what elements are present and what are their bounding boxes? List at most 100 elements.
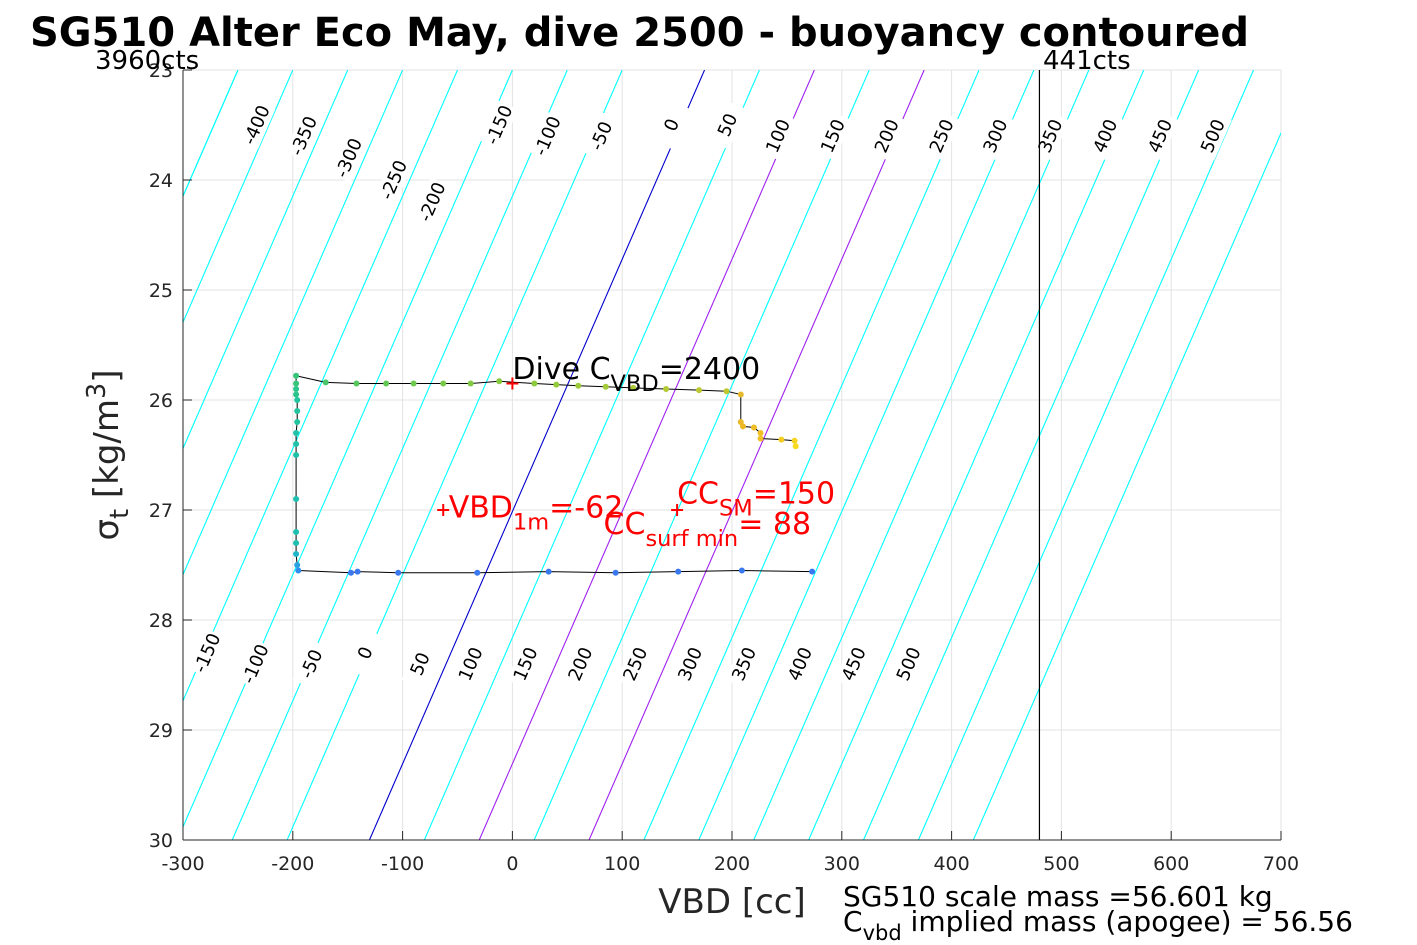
trace-point-6: [395, 569, 402, 576]
trace-point-18: [294, 419, 301, 425]
trace-point-46: [778, 436, 785, 443]
contour-6: [231, 70, 568, 840]
contour-12: [588, 70, 925, 840]
contour-label-upper-bg-4: [413, 177, 452, 227]
trace-point-3: [612, 569, 619, 576]
contour-label-upper-0: -400: [239, 102, 275, 148]
trace-point-34: [575, 382, 582, 389]
trace-point-36: [630, 384, 637, 391]
trace-point-10: [294, 562, 301, 568]
x-tick-label-5: 200: [714, 853, 750, 875]
trace-point-8: [347, 569, 354, 576]
y-label-close: ]: [87, 370, 127, 383]
trace-point-14: [293, 496, 300, 502]
contour-label-lower-bg-0: [188, 628, 227, 678]
trace-point-39: [723, 388, 730, 395]
contour-7: [286, 70, 623, 840]
contour-8: [368, 70, 706, 840]
trace-point-11: [293, 551, 300, 557]
footer-implied-mass: Cvbd implied mass (apogee) = 56.56: [843, 905, 1353, 945]
trace-point-30: [467, 380, 474, 387]
contour-label-lower-bg-12: [835, 639, 873, 689]
trace-point-19: [294, 408, 301, 414]
contour-label-upper-bg-2: [329, 133, 368, 183]
trace-point-44: [757, 430, 764, 436]
contour-label-lower-bg-8: [616, 639, 655, 689]
contour-3: [183, 70, 404, 576]
contour-label-lower-bg-2: [292, 639, 331, 689]
y-tick-label-5: 28: [149, 610, 173, 632]
trace-point-47: [791, 437, 798, 444]
contour-label-lower-bg-4: [401, 639, 440, 689]
chart-title: SG510 Alter Eco May, dive 2500 - buoyanc…: [30, 10, 1249, 56]
trace-point-21: [293, 391, 300, 398]
x-tick-label-4: 100: [604, 853, 640, 875]
y-label-base: σ: [87, 519, 127, 541]
trace-point-33: [553, 381, 560, 388]
y-tick-label-1: 24: [149, 170, 173, 192]
x-axis-label: VBD [cc]: [658, 882, 806, 922]
contour-1: [183, 70, 294, 324]
trace-point-16: [293, 441, 300, 447]
y-tick-label-3: 26: [149, 390, 173, 412]
buoyancy-contours: [183, 70, 1281, 840]
trace-point-5: [474, 569, 481, 576]
contour-label-lower-bg-13: [889, 639, 928, 689]
contour-label-upper-bg-3: [374, 155, 413, 205]
trace-point-13: [293, 529, 300, 535]
trace-point-0: [809, 568, 816, 575]
trace-point-35: [602, 383, 609, 390]
contour-13: [643, 70, 980, 840]
contour-label-lower-bg-6: [506, 639, 545, 689]
trace-point-9: [295, 567, 302, 574]
y-tick-label-2: 25: [149, 280, 173, 302]
trace-point-38: [696, 387, 703, 394]
footer-scale-mass: SG510 scale mass =56.601 kg: [843, 880, 1273, 913]
trace-point-45: [757, 435, 764, 442]
contour-label-lower-bg-3: [346, 628, 385, 678]
trace-point-42: [739, 423, 746, 430]
contour-label-upper-2: -300: [331, 135, 367, 181]
trace-point-48: [792, 443, 799, 450]
dive-trace: [293, 372, 816, 576]
contour-label-upper-6: -100: [530, 113, 566, 159]
trace-point-28: [410, 380, 417, 387]
trace-point-32: [531, 380, 538, 387]
trace-point-7: [354, 568, 361, 575]
footer-implied-sub: vbd: [863, 921, 902, 945]
contour-label-upper-bg-15: [1031, 111, 1070, 161]
contour-11: [533, 70, 870, 840]
contour-label-upper-bg-6: [528, 111, 567, 161]
trace-point-26: [353, 380, 360, 387]
annotation-2: CCSM=150: [677, 476, 835, 521]
contour-4: [183, 70, 459, 703]
trace-point-23: [293, 380, 300, 387]
trace-point-27: [383, 380, 390, 387]
contour-label-upper-bg-7: [582, 111, 621, 161]
x-tick-label-3: 0: [506, 853, 518, 875]
corner-label-right: 441cts: [1043, 46, 1131, 76]
marker-2: [671, 504, 684, 516]
footer-implied-base: C: [843, 905, 863, 938]
contour-label-upper-bg-12: [867, 111, 906, 161]
footer-implied-rest: implied mass (apogee) = 56.56: [902, 905, 1353, 938]
trace-point-12: [293, 540, 300, 546]
contour-label-upper-bg-9: [708, 100, 747, 150]
contour-14: [698, 70, 1035, 840]
marker-1: [437, 504, 450, 516]
marker-0: [506, 377, 519, 390]
contour-label-lower-bg-5: [451, 639, 490, 689]
contour-label-upper-bg-8: [652, 100, 691, 150]
contour-label-upper-bg-11: [814, 111, 852, 161]
trace-point-22: [293, 386, 300, 392]
trace-point-43: [750, 424, 757, 431]
contour-label-upper-bg-0: [237, 100, 276, 150]
contour-15: [753, 70, 1090, 840]
y-label-rest: [kg/m: [87, 399, 127, 509]
trace-point-17: [293, 430, 300, 436]
trace-point-20: [294, 397, 301, 403]
trace-point-4: [545, 568, 552, 575]
contour-19: [972, 131, 1281, 840]
x-tick-label-0: -300: [161, 853, 204, 875]
trace-point-37: [663, 386, 670, 392]
